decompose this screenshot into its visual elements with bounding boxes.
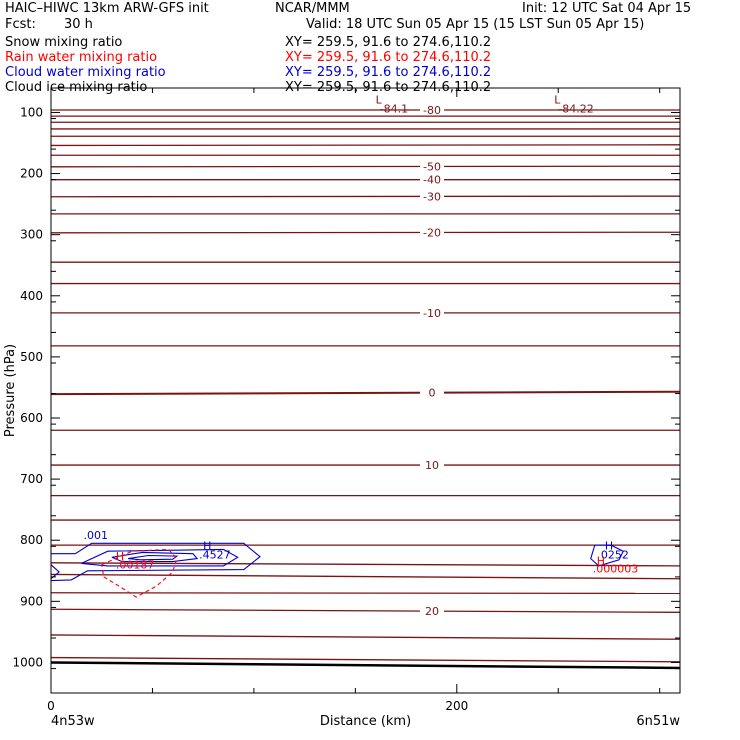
isotherm-line bbox=[51, 634, 680, 640]
surface-line bbox=[51, 661, 680, 670]
contour-annotation: .00187 bbox=[116, 558, 155, 571]
contour-annotation: L bbox=[376, 93, 383, 106]
isotherm-label-bg bbox=[420, 459, 444, 472]
chart-annotations: L-84.1L-84.22.001H.4527H.00187H0252H.000… bbox=[83, 93, 638, 575]
isotherm-label-bg bbox=[420, 160, 444, 173]
valid-time: Valid: 18 UTC Sun 05 Apr 15 (15 LST Sun … bbox=[306, 17, 645, 32]
isotherm-line bbox=[51, 195, 680, 198]
isotherm-line bbox=[51, 165, 680, 168]
field-xy-snow: XY= 259.5, 91.6 to 274.6,110.2 bbox=[285, 35, 492, 50]
isotherm-line bbox=[51, 144, 680, 147]
temperature-contours: -80 -50-40 -30 -20 -10 0 10 20 bbox=[51, 104, 680, 670]
isotherm-label: 0 bbox=[429, 387, 436, 400]
x-endpoint-left: 4n53w bbox=[51, 714, 95, 729]
isotherm-label: -30 bbox=[423, 190, 441, 203]
field-label-snow: Snow mixing ratio bbox=[5, 35, 123, 50]
isotherm-label-bg bbox=[420, 173, 444, 186]
contour-annotation: 0252 bbox=[601, 549, 629, 562]
contour-annotation: L bbox=[554, 93, 561, 106]
isotherm-label-bg bbox=[420, 104, 444, 116]
x-endpoint-right: 6n51w bbox=[636, 714, 680, 729]
cloud-water-contour bbox=[590, 544, 624, 567]
contour-annotation: H bbox=[605, 539, 613, 552]
y-tick-label: 200 bbox=[20, 167, 43, 181]
contour-annotation: -84.1 bbox=[380, 102, 408, 115]
isotherm-label: 10 bbox=[425, 459, 439, 472]
field-xy-cloud-water: XY= 259.5, 91.6 to 274.6,110.2 bbox=[285, 65, 492, 80]
y-tick-label: 700 bbox=[20, 472, 43, 486]
isotherm-line bbox=[51, 231, 680, 234]
isotherm-label-bg bbox=[420, 226, 444, 239]
field-label-rain: Rain water mixing ratio bbox=[5, 50, 158, 65]
isotherm-line bbox=[51, 390, 680, 396]
isotherm-label-bg bbox=[420, 386, 444, 399]
isotherm-label-bg bbox=[420, 306, 444, 319]
y-tick-label: 1000 bbox=[12, 655, 43, 669]
cloud-water-contour bbox=[51, 542, 261, 582]
y-tick-label: 400 bbox=[20, 289, 43, 303]
contour-annotation: .4527 bbox=[199, 549, 231, 562]
model-title: HAIC–HIWC 13km ARW-GFS init bbox=[5, 1, 209, 16]
fcst-label: Fcst: bbox=[5, 17, 36, 32]
y-tick-label: 600 bbox=[20, 411, 43, 425]
isotherm-line bbox=[51, 608, 680, 613]
isotherm-label-bg bbox=[420, 190, 444, 203]
init-time: Init: 12 UTC Sat 04 Apr 15 bbox=[522, 1, 692, 16]
cloud-water-contour bbox=[81, 548, 239, 567]
isotherm-line bbox=[51, 656, 680, 663]
cloud-water-contour bbox=[111, 551, 199, 563]
isotherm-label: -10 bbox=[423, 307, 441, 320]
isotherm-label-bg bbox=[420, 605, 444, 618]
contour-annotation: H bbox=[597, 555, 605, 568]
x-axis-label: Distance (km) bbox=[320, 714, 411, 729]
y-tick-label: 800 bbox=[20, 533, 43, 547]
y-tick-label: 300 bbox=[20, 228, 43, 242]
rain-water-contour bbox=[101, 548, 178, 598]
field-xy-rain: XY= 259.5, 91.6 to 274.6,110.2 bbox=[285, 50, 492, 65]
isotherm-label: -40 bbox=[423, 174, 441, 187]
x-tick-label: 0 bbox=[47, 699, 55, 713]
isotherm-label: -80 bbox=[423, 104, 441, 117]
x-tick-label: 200 bbox=[445, 699, 468, 713]
contour-annotation: H bbox=[116, 550, 124, 563]
y-tick-label: 500 bbox=[20, 350, 43, 364]
isotherm-label: -50 bbox=[423, 160, 441, 173]
isotherm-label: -20 bbox=[423, 226, 441, 239]
contour-annotation: .001 bbox=[83, 529, 108, 542]
org-label: NCAR/MMM bbox=[275, 1, 350, 16]
fcst-value: 30 h bbox=[64, 17, 93, 32]
y-tick-label: 900 bbox=[20, 594, 43, 608]
contour-annotation: -84.22 bbox=[558, 102, 593, 115]
isotherm-line bbox=[51, 573, 680, 580]
cloud-water-contour bbox=[128, 554, 179, 561]
contour-annotation: H bbox=[203, 539, 211, 552]
y-tick-label: 100 bbox=[20, 105, 43, 119]
isotherm-line bbox=[51, 592, 680, 595]
isotherm-label: 20 bbox=[425, 605, 439, 618]
plot-frame bbox=[50, 87, 681, 694]
y-axis-label: Pressure (hPa) bbox=[3, 344, 18, 437]
contour-annotation: .000003 bbox=[593, 563, 639, 576]
field-label-cloud-water: Cloud water mixing ratio bbox=[5, 65, 166, 80]
isotherm-line bbox=[51, 562, 680, 567]
